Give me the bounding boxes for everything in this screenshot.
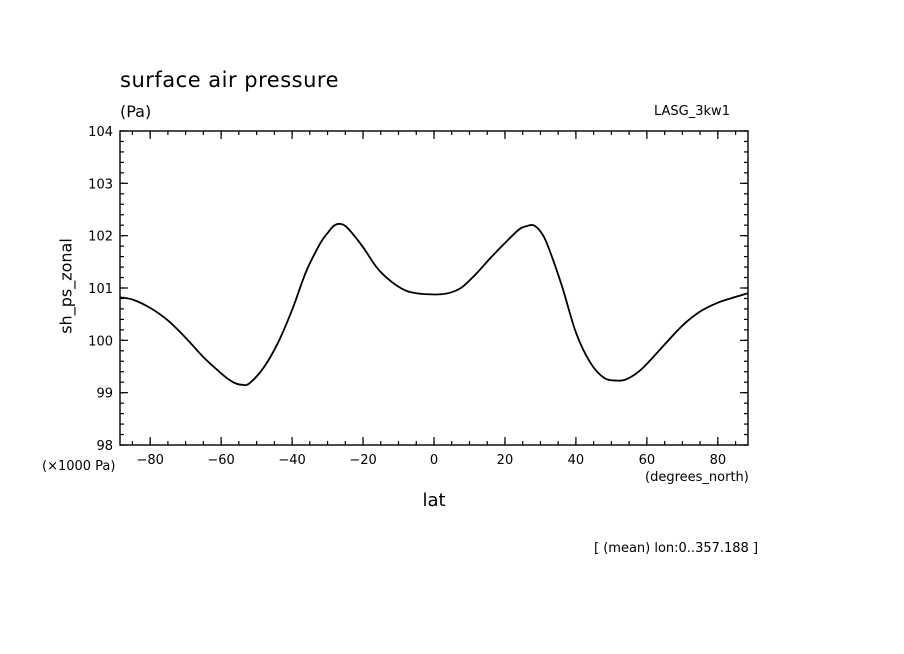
x-tick-label: 40 <box>568 453 585 468</box>
x-unit-label: (degrees_north) <box>645 470 749 485</box>
y-tick-label: 98 <box>96 439 113 454</box>
y-tick-label: 99 <box>96 387 113 402</box>
plot-frame <box>119 130 749 446</box>
footnote: [ (mean) lon:0..357.188 ] <box>594 541 759 556</box>
axis-ticks <box>120 130 748 446</box>
y-tick-label: 104 <box>88 125 113 140</box>
x-tick-label: −80 <box>136 453 163 468</box>
x-tick-label: 20 <box>497 453 514 468</box>
x-tick-label: 60 <box>639 453 656 468</box>
y-tick-label: 102 <box>88 230 113 245</box>
x-tick-label: −20 <box>349 453 376 468</box>
y-tick-label: 100 <box>88 334 113 349</box>
chart-subtitle: (Pa) <box>120 102 152 121</box>
y-tick-label: 101 <box>88 282 113 297</box>
y-axis-label: sh_ps_zonal <box>56 238 76 334</box>
y-unit-label: (×1000 Pa) <box>42 459 116 474</box>
x-axis-label: lat <box>422 490 446 511</box>
x-tick-label: 80 <box>710 453 727 468</box>
x-tick-label: 0 <box>430 453 438 468</box>
x-tick-label: −60 <box>207 453 234 468</box>
y-tick-label: 103 <box>88 177 113 192</box>
series-line <box>119 222 749 387</box>
tick-labels: −80 −60 −40 −20 0 20 40 60 80 98 99 100 101 102 103 104 <box>88 125 726 468</box>
chart-title: surface air pressure <box>120 68 340 92</box>
x-tick-label: −40 <box>278 453 305 468</box>
source-label: LASG_3kw1 <box>654 104 730 119</box>
